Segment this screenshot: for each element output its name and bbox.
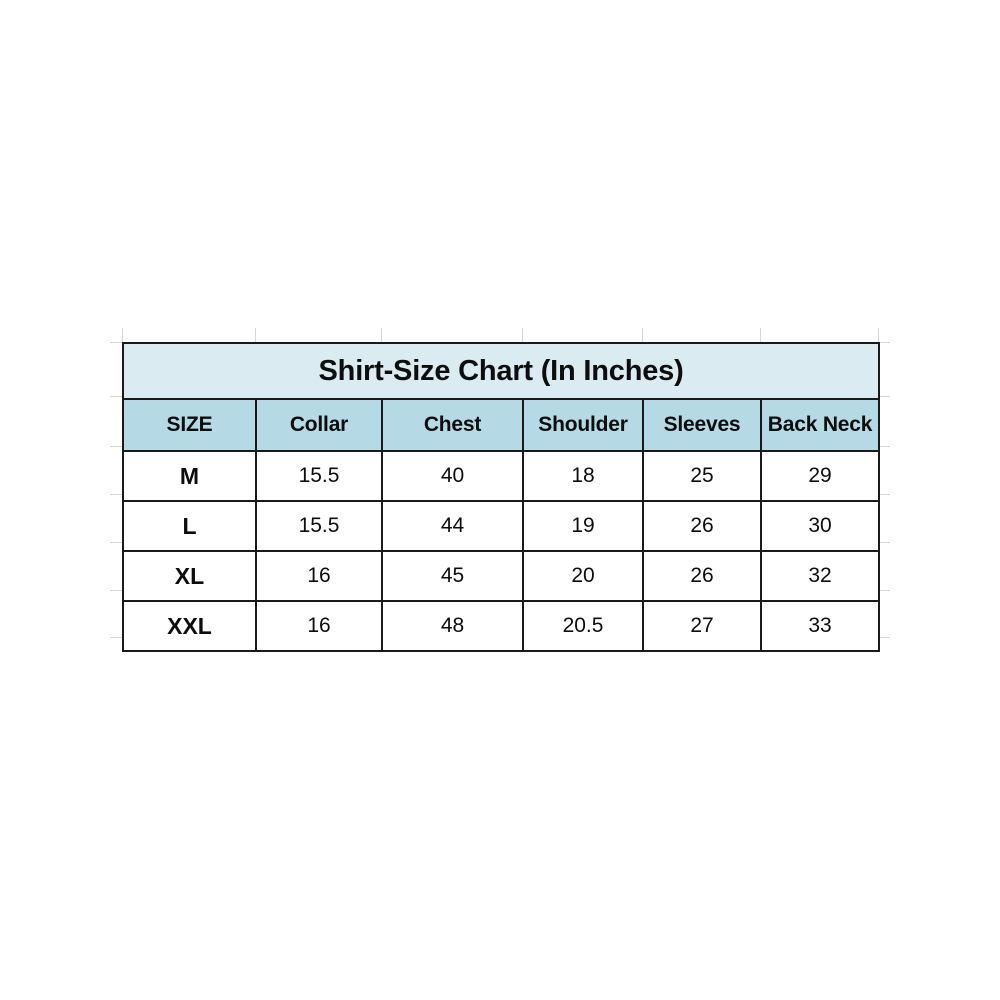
grid-stub-horizontal <box>110 494 122 495</box>
cell-collar: 15.5 <box>255 450 383 502</box>
cell-shoulder: 20 <box>522 550 644 602</box>
table-title-row: Shirt-Size Chart (In Inches) <box>121 342 881 400</box>
table-row: XL 16 45 20 26 32 <box>122 550 881 602</box>
cell-back-neck: 33 <box>759 600 881 652</box>
cell-collar: 16 <box>255 600 383 652</box>
cell-back-neck: 30 <box>759 500 881 552</box>
cell-chest: 45 <box>381 550 524 602</box>
cell-sleeves: 27 <box>642 600 762 652</box>
cell-sleeves: 25 <box>642 450 762 502</box>
cell-sleeves: 26 <box>642 500 762 552</box>
column-header-size: SIZE <box>122 398 257 452</box>
cell-chest: 48 <box>381 600 524 652</box>
grid-stub-vertical <box>878 328 879 342</box>
grid-stub-horizontal <box>110 342 122 343</box>
column-header-chest: Chest <box>381 398 524 452</box>
cell-sleeves: 26 <box>642 550 762 602</box>
grid-stub-horizontal <box>878 637 890 638</box>
grid-stub-horizontal <box>110 637 122 638</box>
table-row: M 15.5 40 18 25 29 <box>122 450 881 502</box>
table-row: L 15.5 44 19 26 30 <box>122 500 881 552</box>
grid-stub-horizontal <box>110 542 122 543</box>
column-header-sleeves: Sleeves <box>642 398 762 452</box>
cell-size: XL <box>122 550 257 602</box>
cell-back-neck: 32 <box>759 550 881 602</box>
cell-shoulder: 18 <box>522 450 644 502</box>
column-header-collar: Collar <box>255 398 383 452</box>
table-header-row: SIZE Collar Chest Shoulder Sleeves Back … <box>122 398 881 452</box>
column-header-shoulder: Shoulder <box>522 398 644 452</box>
cell-collar: 16 <box>255 550 383 602</box>
cell-size: L <box>122 500 257 552</box>
cell-collar: 15.5 <box>255 500 383 552</box>
grid-stub-horizontal <box>110 446 122 447</box>
grid-stub-horizontal <box>878 542 890 543</box>
column-header-back-neck: Back Neck <box>759 398 881 452</box>
grid-stub-vertical <box>255 328 256 342</box>
grid-stub-horizontal <box>878 446 890 447</box>
grid-stub-horizontal <box>878 494 890 495</box>
chart-title: Shirt-Size Chart (In Inches) <box>121 342 881 400</box>
grid-stub-horizontal <box>878 342 890 343</box>
cell-shoulder: 20.5 <box>522 600 644 652</box>
cell-size: XXL <box>122 600 257 652</box>
cell-chest: 40 <box>381 450 524 502</box>
cell-chest: 44 <box>381 500 524 552</box>
cell-size: M <box>122 450 257 502</box>
table-row: XXL 16 48 20.5 27 33 <box>122 600 881 652</box>
grid-stub-vertical <box>381 328 382 342</box>
grid-stub-horizontal <box>878 396 890 397</box>
grid-stub-horizontal <box>878 590 890 591</box>
grid-stub-vertical <box>760 328 761 342</box>
size-chart-table: Shirt-Size Chart (In Inches) SIZE Collar… <box>121 342 881 652</box>
grid-stub-horizontal <box>110 396 122 397</box>
grid-stub-vertical <box>122 328 123 342</box>
grid-stub-vertical <box>642 328 643 342</box>
grid-stub-horizontal <box>110 590 122 591</box>
cell-shoulder: 19 <box>522 500 644 552</box>
grid-stub-vertical <box>522 328 523 342</box>
cell-back-neck: 29 <box>759 450 881 502</box>
